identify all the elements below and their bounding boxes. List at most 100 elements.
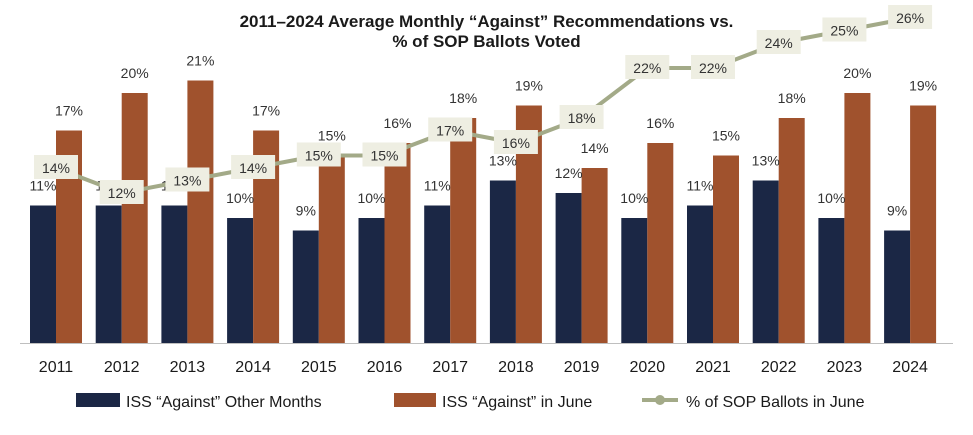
bar-label-other-months-2019: 12% [555,165,583,181]
bar-label-june-2023: 20% [843,65,871,81]
line-label-2016: 15% [370,148,398,164]
line-label-box-2023 [822,17,867,42]
bar-label-june-2018: 19% [515,78,543,94]
line-label-box-2016 [362,142,407,167]
legend-label-other-months: ISS “Against” Other Months [126,394,322,411]
x-tick-label-2017: 2017 [432,359,468,376]
bar-other-months-2019 [555,193,582,343]
bar-label-june-2016: 16% [383,115,411,131]
line-label-2017: 17% [436,123,464,139]
line-label-2012: 12% [108,185,136,201]
bar-label-other-months-2020: 10% [620,190,648,206]
legend-label-sop-ballots: % of SOP Ballots in June [686,394,865,411]
line-label-2015: 15% [305,148,333,164]
bar-other-months-2021 [687,205,713,343]
legend-swatch-june [394,393,436,407]
bar-june-2015 [318,155,345,343]
bar-label-other-months-2022: 13% [752,153,780,169]
line-label-box-2019 [559,105,604,129]
line-label-box-2017 [428,117,473,142]
bar-other-months-2024 [884,230,911,343]
bar-label-june-2022: 18% [778,90,806,106]
line-label-box-2015 [296,142,341,167]
bar-label-june-2020: 16% [646,115,674,131]
legend-swatch-line-point [655,395,665,405]
bar-label-june-2015: 15% [318,128,346,144]
bar-other-months-2015 [292,230,319,343]
line-label-box-2020 [625,55,670,79]
bar-other-months-2012 [95,205,122,343]
line-label-box-2022 [756,30,801,54]
bar-other-months-2016 [358,218,385,343]
line-label-box-2018 [493,130,538,154]
x-tick-label-2021: 2021 [695,359,731,376]
x-tick-label-2013: 2013 [170,359,206,376]
bar-other-months-2014 [227,218,254,343]
line-label-2011: 14% [42,160,70,176]
bar-june-2017 [450,118,477,343]
line-label-2021: 22% [699,60,727,76]
bar-june-2019 [581,168,608,343]
x-tick-label-2011: 2011 [39,359,74,376]
line-label-2014: 14% [239,160,267,176]
bar-other-months-2011 [30,205,56,343]
bar-june-2021 [713,155,739,343]
bar-label-other-months-2017: 11% [424,178,451,194]
bar-other-months-2020 [621,218,648,343]
x-tick-label-2024: 2024 [892,359,928,376]
bar-label-other-months-2015: 9% [296,203,316,219]
bar-june-2020 [647,143,674,343]
line-label-box-2024 [888,5,933,29]
x-tick-label-2012: 2012 [104,359,140,376]
bar-june-2023 [844,93,871,343]
line-label-box-2011 [34,155,78,179]
x-tick-label-2019: 2019 [564,359,600,376]
bar-june-2024 [910,105,937,343]
bar-label-other-months-2024: 9% [887,203,907,219]
bar-other-months-2023 [818,218,845,343]
bar-label-june-2019: 14% [581,140,609,156]
x-tick-label-2023: 2023 [827,359,863,376]
line-label-box-2012 [99,180,144,204]
bar-label-other-months-2021: 11% [687,178,714,194]
line-label-2023: 25% [830,23,858,39]
x-tick-label-2020: 2020 [630,359,666,376]
x-tick-label-2014: 2014 [235,359,271,376]
line-label-2019: 18% [568,110,596,126]
bar-label-june-2024: 19% [909,78,937,94]
bar-june-2016 [384,143,411,343]
bar-other-months-2013 [161,205,188,343]
bar-label-other-months-2023: 10% [817,190,845,206]
line-label-2022: 24% [765,35,793,51]
bar-other-months-2017 [424,205,451,343]
line-label-2013: 13% [173,173,201,189]
line-label-2018: 16% [502,135,530,151]
bar-label-other-months-2014: 10% [226,190,254,206]
bar-june-2012 [121,93,148,343]
line-label-2024: 26% [896,10,924,26]
legend-swatch-other-months [76,393,120,407]
line-label-box-2021 [691,55,735,79]
bar-other-months-2018 [489,180,516,343]
chart-title-line-2: % of SOP Ballots Voted [392,32,581,51]
bar-label-june-2013: 21% [186,53,214,69]
line-label-box-2014 [231,155,276,179]
x-tick-label-2022: 2022 [761,359,797,376]
x-tick-label-2016: 2016 [367,359,403,376]
bar-label-june-2012: 20% [121,65,149,81]
line-label-box-2013 [165,167,210,192]
bar-label-other-months-2016: 10% [357,190,385,206]
bar-label-june-2017: 18% [449,90,477,106]
legend-label-june: ISS “Against” in June [442,394,592,411]
bar-label-june-2014: 17% [252,103,280,119]
x-tick-label-2015: 2015 [301,359,337,376]
bar-label-june-2011: 17% [55,103,83,119]
bar-label-other-months-2011: 11% [30,178,57,194]
bar-june-2013 [187,80,214,343]
chart-title-line-1: 2011–2024 Average Monthly “Against” Reco… [239,12,734,31]
bar-label-june-2021: 15% [712,128,740,144]
bar-other-months-2022 [752,180,779,343]
x-tick-label-2018: 2018 [498,359,534,376]
